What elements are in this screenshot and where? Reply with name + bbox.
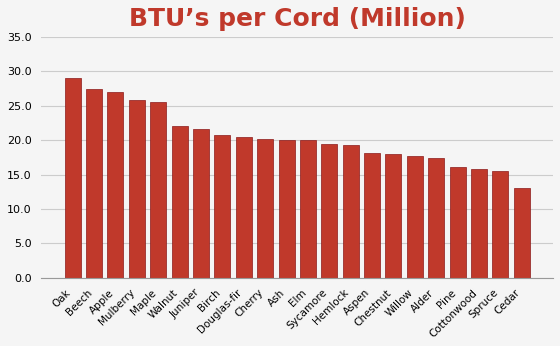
- Bar: [471, 169, 487, 278]
- Bar: [300, 140, 316, 278]
- Bar: [278, 140, 295, 278]
- Bar: [257, 139, 273, 278]
- Bar: [193, 129, 209, 278]
- Bar: [236, 137, 252, 278]
- Bar: [86, 89, 102, 278]
- Bar: [129, 100, 145, 278]
- Bar: [171, 127, 188, 278]
- Bar: [385, 154, 402, 278]
- Bar: [64, 78, 81, 278]
- Bar: [407, 156, 423, 278]
- Bar: [343, 145, 359, 278]
- Bar: [150, 102, 166, 278]
- Title: BTU’s per Cord (Million): BTU’s per Cord (Million): [129, 7, 466, 31]
- Bar: [214, 135, 230, 278]
- Bar: [428, 158, 444, 278]
- Bar: [364, 153, 380, 278]
- Bar: [492, 171, 508, 278]
- Bar: [514, 188, 530, 278]
- Bar: [108, 92, 124, 278]
- Bar: [321, 144, 337, 278]
- Bar: [450, 167, 466, 278]
